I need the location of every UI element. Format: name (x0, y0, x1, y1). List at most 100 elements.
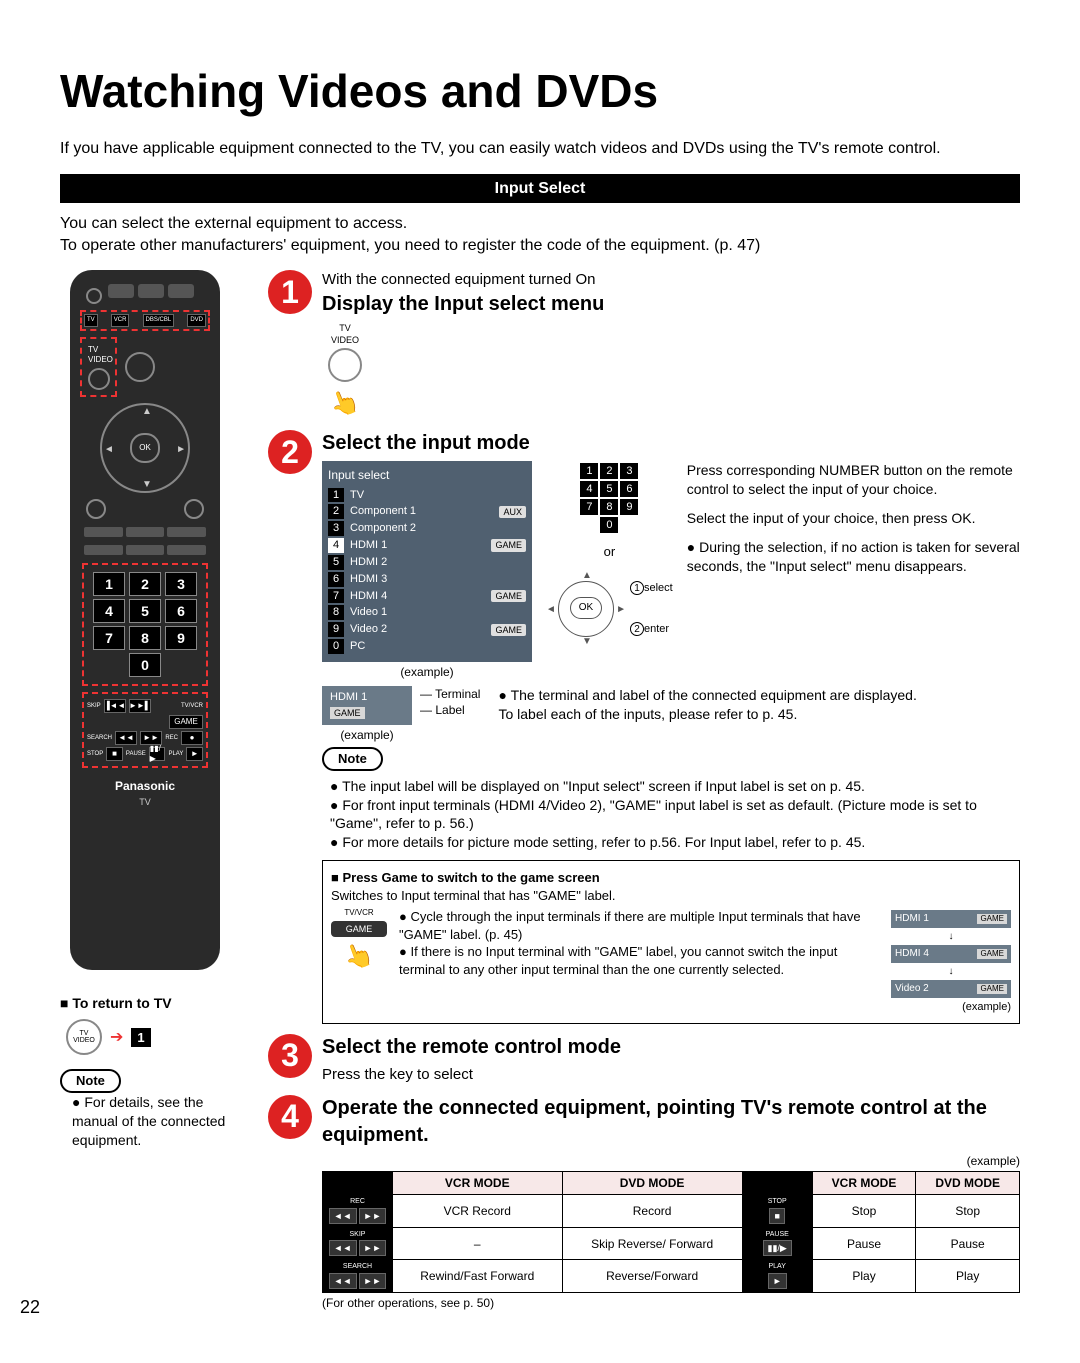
num-6[interactable]: 6 (165, 599, 197, 623)
mode-dbs[interactable]: DBS/CBL (143, 314, 175, 326)
menu-item-label[interactable]: Video 2 (350, 622, 485, 637)
rec-button[interactable]: ● (181, 731, 203, 745)
menu-item-label[interactable]: Component 1 (350, 504, 493, 519)
button-cell: REC◄◄►► (323, 1195, 393, 1228)
menu-item-label[interactable]: HDMI 2 (350, 555, 526, 570)
menu-item-label[interactable]: TV (350, 488, 526, 503)
menu-item-label[interactable]: HDMI 3 (350, 572, 526, 587)
remote-bar-button[interactable] (84, 527, 123, 537)
arrow-right-icon: ➔ (110, 1027, 123, 1049)
remote-control: TV VCR DBS/CBL DVD TV VIDEO OK ▲ ▼ ◄ (70, 270, 220, 970)
mode-vcr[interactable]: VCR (111, 314, 130, 326)
right-arrow-icon[interactable]: ► (176, 443, 186, 457)
remote-top-button[interactable] (138, 284, 164, 298)
table-cell: Stop (812, 1195, 916, 1228)
table-cell: Pause (812, 1227, 916, 1260)
down-arrow-icon: ↓ (891, 930, 1011, 944)
skip-next-button[interactable]: ►►▌ (129, 699, 151, 713)
game-tag: GAME (330, 707, 365, 719)
num-2[interactable]: 2 (129, 572, 161, 596)
num-0[interactable]: 0 (129, 653, 161, 677)
terminal-name: HDMI 1 (330, 691, 367, 703)
remote-bar-button[interactable] (167, 545, 206, 555)
num-1[interactable]: 1 (93, 572, 125, 596)
menu-item-num: 9 (328, 622, 344, 637)
subintro-text: You can select the external equipment to… (60, 213, 1020, 256)
skip-prev-button[interactable]: ▐◄◄ (104, 699, 126, 713)
num-5[interactable]: 5 (129, 599, 161, 623)
button-cell: PAUSE▮▮/▶ (742, 1227, 812, 1260)
example-label: (example) (891, 1000, 1011, 1015)
play-label: PLAY (168, 750, 183, 758)
note-pill: Note (322, 747, 383, 771)
terminal-example-box: HDMI 1 GAME (322, 686, 412, 725)
cycle-item: HDMI 1GAME (891, 910, 1011, 928)
tv-video-button[interactable] (88, 368, 110, 390)
power-button[interactable] (125, 352, 155, 382)
search-label: SEARCH (87, 734, 112, 742)
stop-button[interactable]: ■ (106, 747, 123, 761)
tv-video-button[interactable] (328, 348, 362, 382)
playback-buttons-highlight: SKIP ▐◄◄ ►►▌ TV/VCR GAME SEARCH ◄◄ ►► RE… (82, 692, 208, 768)
button-cell: SEARCH◄◄►► (323, 1260, 393, 1293)
rewind-button[interactable]: ◄◄ (115, 731, 137, 745)
table-cell: Record (562, 1195, 742, 1228)
menu-item-tag: GAME (491, 539, 526, 551)
remote-button[interactable] (86, 499, 106, 519)
number-pad-highlight: 1 2 3 4 5 6 7 8 9 0 (82, 563, 208, 686)
menu-item-label[interactable]: Video 1 (350, 605, 526, 620)
hand-press-icon: 👆 (325, 384, 364, 425)
table-cell: Pause (916, 1227, 1020, 1260)
pause-button[interactable]: ▮▮/▶ (149, 747, 166, 761)
step2-note-item: For front input terminals (HDMI 4/Video … (330, 796, 1020, 834)
menu-item-label[interactable]: HDMI 4 (350, 589, 485, 604)
menu-item-tag: GAME (491, 590, 526, 602)
ok-button[interactable]: OK (570, 597, 602, 619)
remote-bar-button[interactable] (126, 545, 165, 555)
remote-bar-button[interactable] (167, 527, 206, 537)
remote-top-button[interactable] (108, 284, 134, 298)
step-2-badge: 2 (268, 430, 312, 474)
menu-item-label[interactable]: HDMI 1 (350, 538, 485, 553)
up-arrow-icon[interactable]: ▲ (142, 405, 152, 419)
table-header: VCR MODE (812, 1172, 916, 1195)
tv-video-button[interactable]: TV VIDEO (66, 1019, 102, 1055)
mode-dvd[interactable]: DVD (187, 314, 206, 326)
table-cell: Skip Reverse/ Forward (562, 1227, 742, 1260)
remote-top-button[interactable] (168, 284, 194, 298)
brand-sub-label: TV (80, 796, 210, 808)
menu-item-num: 8 (328, 605, 344, 620)
return-to-tv-heading: ■ To return to TV (60, 994, 250, 1013)
game-sub: Switches to Input terminal that has "GAM… (331, 887, 1011, 905)
step-3-heading: Select the remote control mode (322, 1034, 1020, 1061)
menu-item-label[interactable]: PC (350, 639, 526, 654)
input-select-menu: Input select 1 TV 2 Component 1 AUX3 Com… (322, 461, 532, 662)
menu-item-label[interactable]: Component 2 (350, 521, 526, 536)
table-header: DVD MODE (562, 1172, 742, 1195)
play-button[interactable]: ► (186, 747, 203, 761)
down-arrow-icon[interactable]: ▼ (142, 478, 152, 492)
mode-buttons-highlight: TV VCR DBS/CBL DVD (80, 310, 210, 330)
num-3[interactable]: 3 (165, 572, 197, 596)
mode-tv[interactable]: TV (84, 314, 98, 326)
menu-item-num: 2 (328, 504, 344, 519)
table-header (742, 1172, 812, 1195)
num-9[interactable]: 9 (165, 626, 197, 650)
table-cell: – (393, 1227, 563, 1260)
num-7[interactable]: 7 (93, 626, 125, 650)
ok-button[interactable]: OK (130, 433, 160, 463)
table-cell: Play (916, 1260, 1020, 1293)
step-3-sub: Press the key to select (322, 1065, 1020, 1085)
menu-item-num: 7 (328, 589, 344, 604)
game-button[interactable]: GAME (169, 715, 203, 729)
remote-button[interactable] (184, 499, 204, 519)
ok-dpad[interactable]: ▲ ▼ ◄ ► OK (546, 569, 626, 649)
dpad[interactable]: OK ▲ ▼ ◄ ► (100, 403, 190, 493)
remote-bar-button[interactable] (84, 545, 123, 555)
remote-bar-button[interactable] (126, 527, 165, 537)
game-button[interactable]: GAME (331, 921, 387, 937)
num-4[interactable]: 4 (93, 599, 125, 623)
left-arrow-icon[interactable]: ◄ (104, 443, 114, 457)
num-8[interactable]: 8 (129, 626, 161, 650)
step-4-badge: 4 (268, 1095, 312, 1139)
